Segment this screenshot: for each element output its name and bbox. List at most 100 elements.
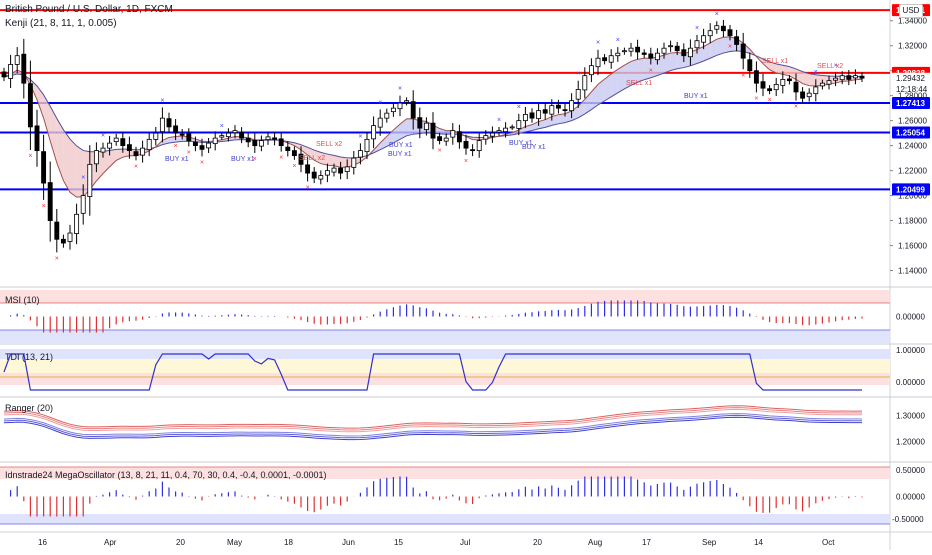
candle-body	[318, 175, 324, 180]
candle-body	[351, 157, 357, 168]
currency-badge[interactable]: USD	[899, 4, 923, 18]
kenji-band-fill	[56, 118, 64, 181]
msi-tick-label: 0.00000	[896, 313, 925, 322]
signal-label: BUY x1	[389, 142, 413, 149]
buy-marker: ×	[517, 104, 521, 111]
candle-body	[489, 132, 495, 137]
candle-body	[443, 137, 449, 142]
kenji-band-fill	[169, 136, 176, 144]
kenji-band-fill	[76, 145, 84, 198]
sell-marker: ×	[28, 153, 32, 160]
candle-body	[562, 109, 568, 112]
candle-body	[199, 145, 205, 150]
candle-body	[311, 171, 317, 179]
time-tick-label: 16	[38, 538, 47, 547]
buy-marker: ×	[378, 99, 382, 106]
candle-body	[496, 130, 502, 133]
candle-body	[252, 139, 258, 147]
candle-body	[727, 29, 733, 37]
signal-label: SELL x2	[299, 155, 325, 162]
time-tick-label: 20	[176, 538, 185, 547]
candle-body	[602, 57, 608, 62]
level-price-box	[892, 183, 930, 196]
time-tick-label: 14	[754, 538, 763, 547]
candle-body	[219, 135, 225, 138]
candle-body	[734, 36, 740, 45]
price-tick-label: 1.28000	[898, 92, 927, 101]
buy-marker: ×	[358, 133, 362, 140]
candle-body	[14, 55, 20, 65]
candle-body	[536, 110, 542, 120]
price-tick-label: 1.16000	[898, 242, 927, 251]
buy-marker: ×	[596, 40, 600, 47]
price-tick-label: 1.32000	[898, 42, 927, 51]
candle-body	[747, 59, 753, 72]
candle-body	[793, 81, 799, 93]
last-price-box	[892, 72, 930, 83]
candle-body	[608, 55, 614, 63]
candle-body	[34, 125, 40, 152]
candle-body	[338, 167, 344, 174]
price-tick-label: 1.34000	[898, 17, 927, 26]
ranger-panel-title: Ranger (20)	[5, 403, 54, 413]
ranger-band-line	[3, 405, 863, 429]
candle-body	[47, 182, 53, 221]
candle-body	[641, 52, 647, 55]
candle-body	[753, 70, 759, 84]
mega-lower-zone	[0, 514, 890, 524]
signal-label: BUY x1	[165, 156, 189, 163]
candle-body	[60, 238, 66, 244]
candle-body	[522, 114, 528, 122]
candle-body	[476, 140, 482, 152]
kenji-band-fill	[677, 52, 684, 69]
kenji-band-fill	[716, 37, 724, 56]
candle-body	[1, 71, 7, 78]
level-price-label: 1.20499	[896, 185, 925, 194]
sell-marker: ×	[306, 184, 310, 191]
candle-body	[575, 89, 581, 100]
candle-body	[714, 25, 720, 30]
kenji-band-fill	[584, 91, 592, 114]
candle-body	[852, 75, 858, 79]
candle-body	[239, 131, 245, 139]
candle-body	[542, 109, 548, 114]
time-tick-label: 15	[394, 538, 403, 547]
candle-body	[417, 117, 423, 129]
candle-body	[371, 125, 377, 140]
ranger-band-line	[3, 413, 863, 437]
sell-marker: ×	[200, 159, 204, 166]
signal-label: SELL x1	[626, 80, 652, 87]
candle-body	[357, 150, 363, 158]
time-tick-label: Jun	[342, 538, 355, 547]
candle-body	[720, 25, 726, 32]
candle-body	[760, 81, 766, 89]
candle-body	[674, 45, 680, 52]
sell-marker: ×	[438, 147, 442, 154]
kenji-band-fill	[301, 144, 308, 156]
time-tick-label: Jul	[460, 538, 470, 547]
msi-panel-title: MSI (10)	[5, 295, 40, 305]
kenji-band-fill	[650, 57, 658, 78]
tdi-tick-label: 1.00000	[896, 346, 925, 355]
buy-marker: ×	[715, 11, 719, 18]
candle-body	[404, 100, 410, 103]
tdi-line	[3, 353, 862, 391]
kenji-band-fill	[723, 36, 730, 54]
candle-body	[8, 64, 14, 79]
buy-marker: ×	[814, 69, 818, 76]
kenji-band-fill	[703, 42, 711, 62]
msi-lower-zone	[0, 330, 890, 343]
candle-body	[93, 150, 99, 165]
candle-body	[648, 53, 654, 59]
candle-body	[701, 35, 707, 43]
candle-body	[159, 117, 165, 133]
candle-body	[456, 131, 462, 143]
candle-body	[324, 170, 330, 176]
time-tick-label: 17	[642, 538, 651, 547]
kenji-band-fill	[710, 39, 717, 59]
kenji-band-fill	[624, 61, 631, 89]
tdi-lower-zone	[0, 373, 890, 385]
candle-body	[569, 100, 575, 112]
candle-body	[331, 167, 337, 173]
